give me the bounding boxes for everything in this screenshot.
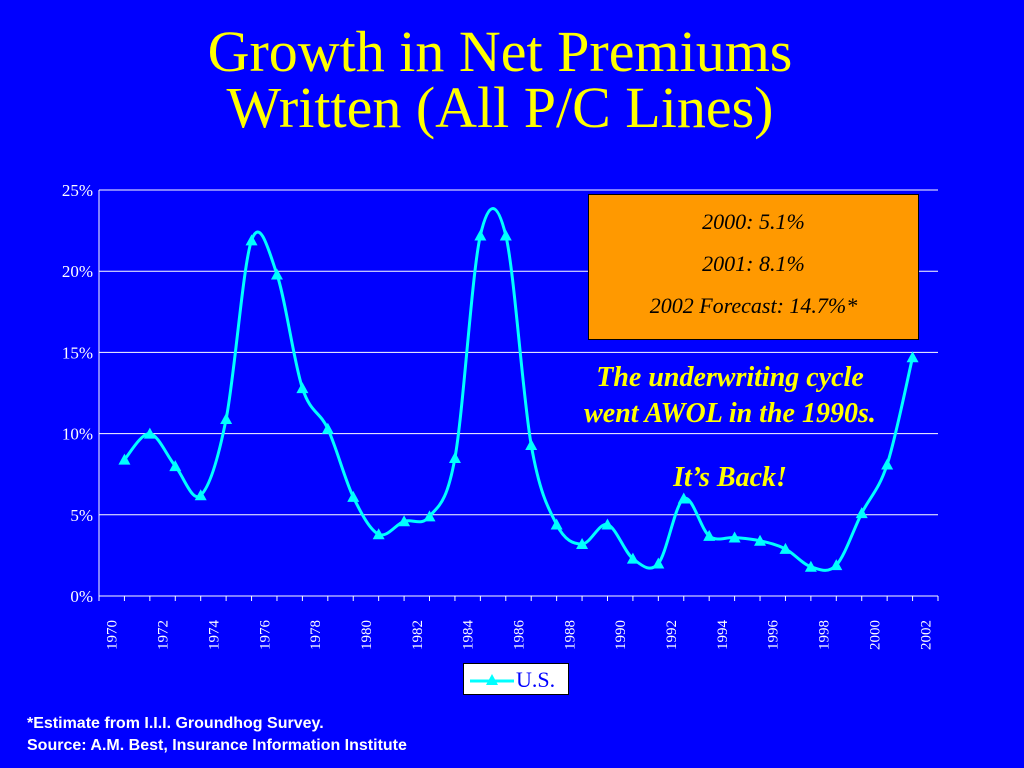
note-line-3: It’s Back! bbox=[673, 462, 787, 493]
y-tick-label: 20% bbox=[62, 262, 93, 281]
y-tick-label: 15% bbox=[62, 343, 93, 362]
x-tick-label: 1974 bbox=[206, 620, 222, 651]
forecast-callout: 2000: 5.1% 2001: 8.1% 2002 Forecast: 14.… bbox=[588, 194, 919, 340]
y-tick-label: 25% bbox=[62, 181, 93, 200]
y-tick-label: 0% bbox=[70, 587, 93, 606]
x-tick-label: 2002 bbox=[918, 620, 934, 650]
data-point-marker bbox=[804, 560, 817, 572]
data-point-marker bbox=[601, 518, 614, 530]
data-point-marker bbox=[245, 234, 258, 246]
data-point-marker bbox=[525, 438, 538, 450]
title-line-2: Written (All P/C Lines) bbox=[226, 75, 774, 140]
data-point-marker bbox=[550, 518, 563, 530]
x-tick-label: 1976 bbox=[257, 620, 273, 651]
note-line-1: The underwriting cycle bbox=[596, 362, 864, 393]
callout-line-2001: 2001: 8.1% bbox=[702, 251, 805, 276]
data-point-marker bbox=[372, 528, 385, 540]
data-point-marker bbox=[270, 268, 283, 280]
chart-legend: U.S. bbox=[463, 663, 569, 695]
x-tick-label: 1970 bbox=[105, 620, 121, 650]
x-tick-label: 1984 bbox=[461, 620, 477, 651]
callout-line-2000: 2000: 5.1% bbox=[702, 209, 805, 234]
data-point-marker bbox=[677, 492, 690, 504]
legend-series-label: U.S. bbox=[516, 667, 556, 692]
data-point-marker bbox=[652, 557, 665, 569]
footnote: *Estimate from I.I.I. Groundhog Survey. bbox=[27, 715, 324, 732]
page-title: Growth in Net Premiums Written (All P/C … bbox=[0, 19, 1000, 140]
data-point-marker bbox=[779, 542, 792, 554]
title-line-1: Growth in Net Premiums bbox=[207, 19, 793, 84]
line-chart: 0% 5% 10% 15% 20% 25% 1970 1972 1974 1976 1978 1980… bbox=[62, 181, 939, 651]
data-point-marker bbox=[855, 507, 868, 519]
x-tick-label: 1978 bbox=[308, 620, 324, 650]
data-point-marker bbox=[881, 458, 894, 470]
x-tick-label: 1998 bbox=[817, 620, 833, 650]
y-tick-label: 10% bbox=[62, 425, 93, 444]
legend-triangle-line-icon bbox=[470, 674, 514, 685]
y-tick-label: 5% bbox=[70, 506, 93, 525]
data-point-marker bbox=[143, 427, 156, 439]
data-point-marker bbox=[754, 534, 767, 546]
data-point-marker bbox=[576, 538, 589, 550]
data-point-marker bbox=[499, 229, 512, 241]
x-tick-label: 1980 bbox=[359, 620, 375, 650]
data-point-marker bbox=[906, 351, 919, 363]
data-point-marker bbox=[423, 510, 436, 522]
data-point-marker bbox=[169, 460, 182, 472]
x-tick-label: 1994 bbox=[715, 620, 731, 651]
data-point-marker bbox=[347, 490, 360, 502]
x-tick-label: 2000 bbox=[867, 620, 883, 650]
x-tick-label: 1986 bbox=[512, 620, 528, 651]
x-tick-label: 1982 bbox=[410, 620, 426, 650]
data-point-marker bbox=[220, 412, 233, 424]
data-point-marker bbox=[398, 515, 411, 527]
callout-line-2002: 2002 Forecast: 14.7%* bbox=[649, 293, 858, 318]
data-point-marker bbox=[830, 559, 843, 571]
x-tick-label: 1990 bbox=[613, 620, 629, 650]
x-tick-label: 1972 bbox=[156, 620, 172, 650]
data-point-marker bbox=[703, 529, 716, 541]
data-point-marker bbox=[296, 382, 309, 394]
note-line-2: went AWOL in the 1990s. bbox=[584, 398, 876, 429]
x-tick-label: 1988 bbox=[562, 620, 578, 650]
data-point-marker bbox=[118, 453, 131, 465]
data-point-marker bbox=[728, 531, 741, 543]
data-point-marker bbox=[474, 229, 487, 241]
data-point-marker bbox=[321, 422, 334, 434]
x-tick-label: 1992 bbox=[664, 620, 680, 650]
data-point-marker bbox=[626, 552, 639, 564]
source-text: Source: A.M. Best, Insurance Information… bbox=[27, 737, 407, 754]
data-point-marker bbox=[194, 489, 207, 501]
x-tick-label: 1996 bbox=[766, 620, 782, 651]
data-point-marker bbox=[448, 451, 461, 463]
